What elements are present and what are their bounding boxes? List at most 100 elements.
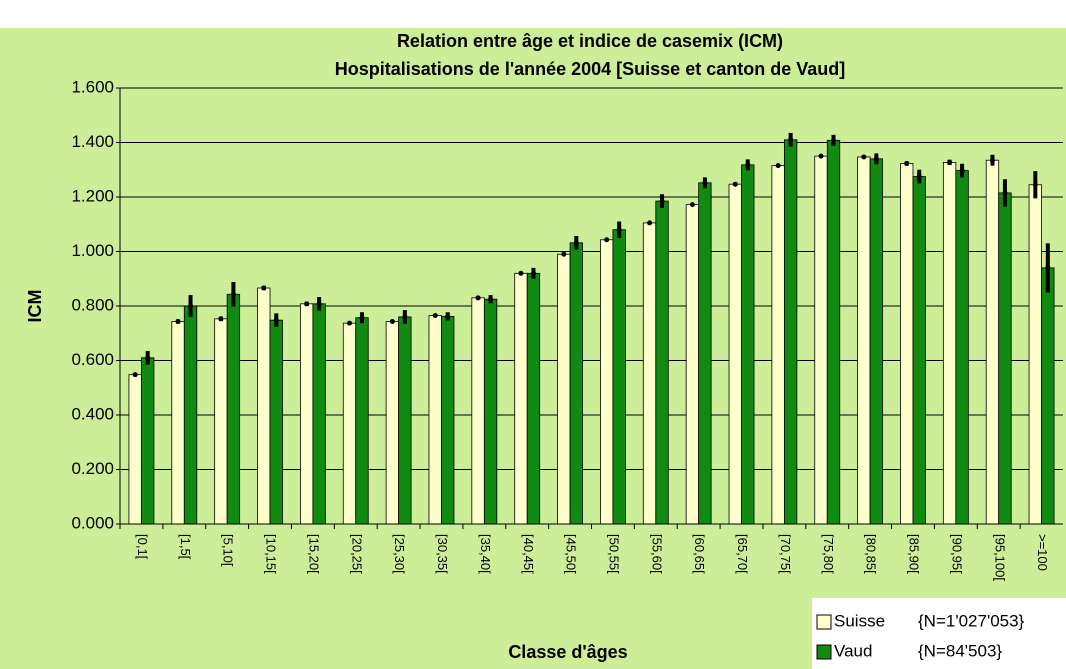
x-tick-label: >=100 <box>1035 534 1050 571</box>
mean-dot <box>732 181 738 187</box>
mean-dot <box>959 168 965 174</box>
mean-dot <box>188 303 194 309</box>
legend-swatch <box>816 614 832 630</box>
mean-dot <box>647 220 653 226</box>
mean-dot <box>389 319 395 325</box>
x-tick-label: [80,85[ <box>864 534 879 574</box>
mean-dot <box>775 163 781 169</box>
bar <box>557 253 571 525</box>
mean-dot <box>488 296 494 302</box>
mean-dot <box>432 313 438 319</box>
bar <box>171 321 185 525</box>
bar <box>299 303 314 525</box>
x-tick-label: [10,15[ <box>264 534 279 574</box>
bar <box>385 321 400 525</box>
y-tick-label: 0.400 <box>71 404 114 423</box>
bar <box>1041 267 1055 525</box>
x-tick-label: [85,90[ <box>907 534 922 574</box>
bar <box>141 357 155 525</box>
bar <box>857 156 871 525</box>
legend-note: {N=1'027'053} <box>918 611 1025 630</box>
y-tick-label: 0.800 <box>71 295 114 314</box>
x-tick-label: [65,70[ <box>735 534 750 574</box>
y-tick-label: 1.400 <box>71 132 114 151</box>
bar <box>514 272 528 525</box>
bar <box>214 318 228 525</box>
mean-dot <box>989 157 995 163</box>
bar <box>900 163 914 525</box>
mean-dot <box>359 315 365 321</box>
bar <box>1028 184 1042 525</box>
bar <box>312 303 326 525</box>
bar <box>826 139 841 525</box>
mean-dot <box>616 227 622 233</box>
bar <box>441 315 455 525</box>
mean-dot <box>145 355 151 361</box>
mean-dot <box>745 162 751 168</box>
bar <box>655 200 669 525</box>
bar <box>698 182 712 525</box>
mean-dot <box>218 316 224 322</box>
x-tick-label: [45,50[ <box>564 534 579 574</box>
mean-dot <box>175 319 181 325</box>
bar <box>183 305 198 525</box>
mean-dot <box>230 291 236 297</box>
mean-dot <box>316 301 322 307</box>
mean-dot <box>818 153 824 159</box>
x-tick-label: [1,5[ <box>178 534 193 560</box>
y-tick-label: 0.000 <box>71 513 114 532</box>
y-tick-label: 1.000 <box>71 241 114 260</box>
y-tick-label: 1.600 <box>71 77 114 96</box>
mean-dot <box>604 237 610 243</box>
y-tick-label: 0.200 <box>71 459 114 478</box>
bar <box>342 322 357 525</box>
mean-dot <box>530 270 536 276</box>
x-tick-label: [20,25[ <box>349 534 364 574</box>
bar <box>771 165 785 525</box>
bar <box>471 297 485 525</box>
bar <box>600 239 614 525</box>
bar <box>398 316 412 525</box>
bar <box>783 139 798 525</box>
x-tick-label: [30,35[ <box>435 534 450 574</box>
mean-dot <box>132 372 138 378</box>
mean-dot <box>904 160 910 166</box>
x-tick-label: [40,45[ <box>521 534 536 574</box>
mean-dot <box>916 174 922 180</box>
mean-dot <box>445 313 451 319</box>
chart-title: Relation entre âge et indice de casemix … <box>397 31 783 51</box>
mean-dot <box>561 251 567 257</box>
legend-swatch <box>816 644 832 660</box>
mean-dot <box>518 270 524 276</box>
y-axis-label: ICM <box>25 290 45 323</box>
mean-dot <box>273 317 279 323</box>
mean-dot <box>831 137 836 143</box>
mean-dot <box>659 198 665 204</box>
bar <box>869 158 884 525</box>
mean-dot <box>1045 265 1051 271</box>
mean-dot <box>873 156 879 162</box>
bar <box>998 192 1012 525</box>
bar <box>942 161 957 525</box>
mean-dot <box>1032 182 1038 188</box>
bar <box>685 204 700 525</box>
legend <box>812 598 1066 669</box>
x-tick-label: [15,20[ <box>306 534 321 574</box>
mean-dot <box>402 314 408 320</box>
x-axis-label: Classe d'âges <box>508 642 627 662</box>
bar <box>428 315 442 525</box>
x-tick-label: [55,60[ <box>649 534 664 574</box>
x-tick-label: [0,1[ <box>135 534 150 560</box>
bar <box>642 222 657 525</box>
bar <box>355 317 369 525</box>
legend-label: Vaud <box>834 641 872 660</box>
x-tick-label: [35,40[ <box>478 534 493 574</box>
x-tick-label: [90,95[ <box>949 534 964 574</box>
bar <box>226 293 241 525</box>
bar <box>955 170 969 525</box>
mean-dot <box>261 285 267 291</box>
bar <box>569 242 583 525</box>
mean-dot <box>573 240 579 246</box>
chart-subtitle: Hospitalisations de l'année 2004 [Suisse… <box>335 59 845 79</box>
